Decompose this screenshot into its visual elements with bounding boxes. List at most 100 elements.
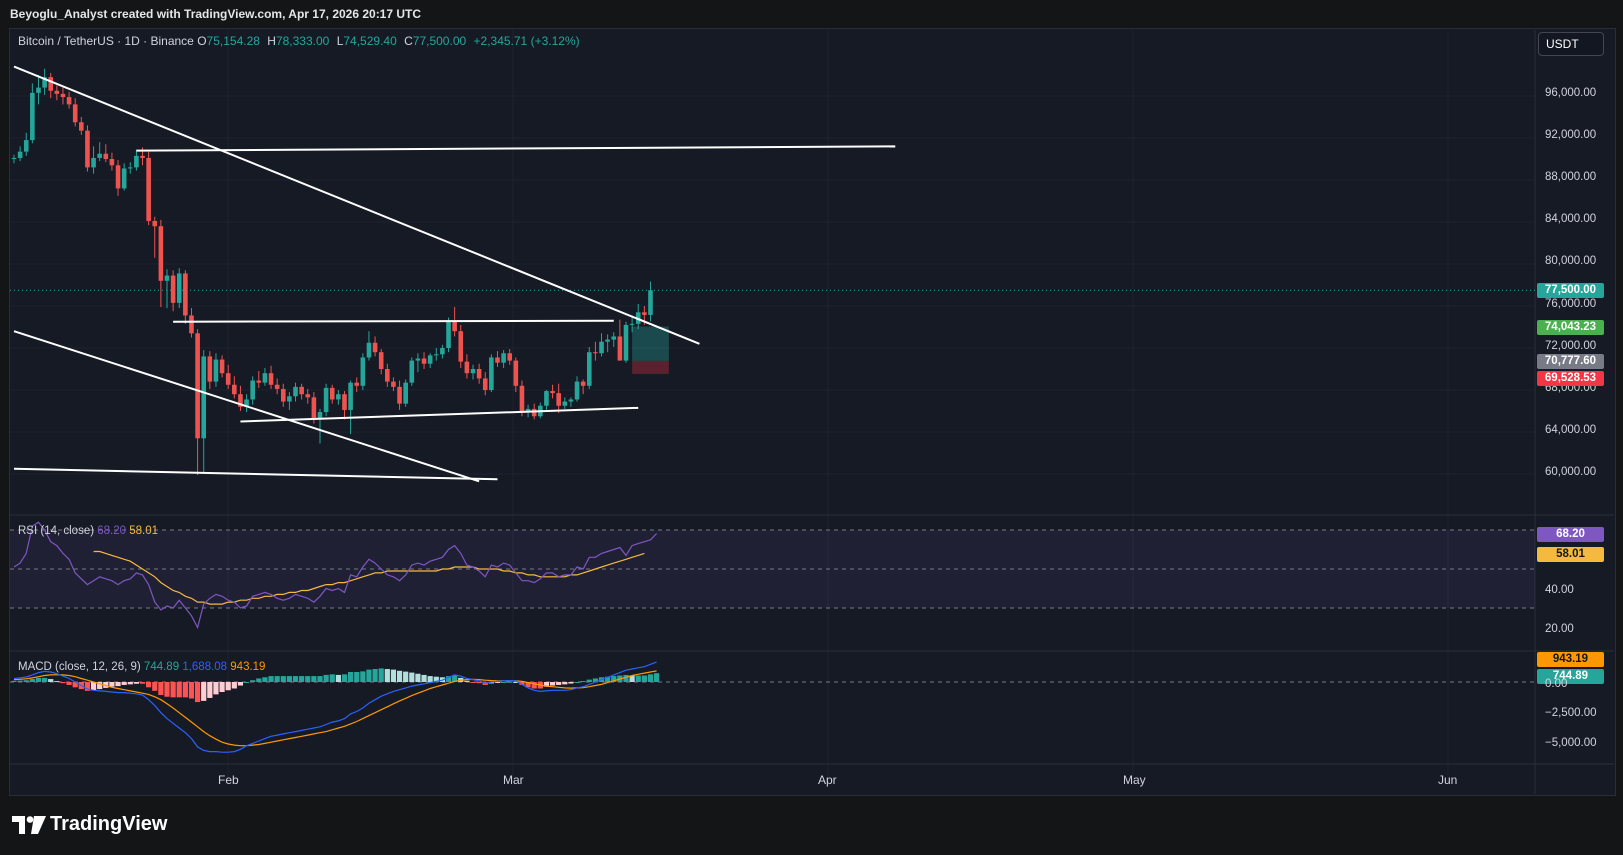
candle-body (268, 373, 274, 385)
candle-body (79, 122, 84, 131)
tradingview-logo-icon (12, 815, 46, 834)
macd-hist-tag: 744.89 (1537, 669, 1604, 684)
macd-histogram-bar (586, 679, 592, 682)
candle-body (158, 226, 164, 281)
macd-histogram-bar (415, 673, 421, 682)
macd-histogram-bar (225, 682, 231, 691)
macd-histogram-bar (348, 671, 354, 682)
macd-histogram-bar (445, 676, 452, 682)
candle-body (470, 369, 476, 374)
macd-histogram-bar (219, 682, 225, 693)
macd-histogram-bar (268, 676, 274, 682)
macd-histogram-bar (494, 682, 501, 683)
candle-body (146, 157, 151, 221)
candle-body (30, 92, 35, 141)
candle-body (189, 315, 194, 334)
macd-histogram-bar (366, 669, 372, 682)
candle-body (629, 323, 635, 325)
macd-histogram-bar (629, 675, 635, 682)
macd-histogram-bar (195, 682, 201, 703)
candle-body (611, 336, 617, 340)
macd-histogram-bar (641, 675, 647, 682)
macd-histogram-bar (72, 682, 78, 688)
macd-histogram-bar (311, 676, 317, 682)
symbol-label[interactable]: Bitcoin / TetherUS · 1D · Binance (18, 34, 194, 48)
candle-body (317, 412, 323, 420)
low-key: L (336, 34, 344, 48)
candle-body (127, 167, 133, 169)
macd-histogram-bar (152, 682, 158, 691)
candle-body (599, 341, 604, 354)
macd-histogram-bar (396, 670, 403, 682)
macd-histogram-bar (121, 682, 127, 685)
candle-body (72, 104, 78, 123)
candle-body (115, 165, 121, 189)
candle-body (421, 358, 427, 364)
macd-histogram-bar (97, 682, 103, 690)
macd-histogram-bar (390, 669, 397, 682)
candle-body (501, 353, 506, 363)
candle-body (176, 273, 182, 303)
macd-histogram-bar (188, 682, 195, 699)
macd-histogram-bar (48, 679, 54, 682)
candle-body (323, 387, 329, 413)
macd-histogram-bar (109, 682, 115, 687)
open-key: O (197, 34, 207, 48)
macd-histogram-bar (60, 682, 66, 684)
candle-body (121, 168, 127, 189)
macd-histogram-bar (262, 677, 268, 682)
macd-histogram-bar (23, 680, 29, 682)
rsi-value-tag: 68.20 (1537, 527, 1604, 542)
candle-body (397, 386, 402, 404)
candle-body (648, 290, 653, 315)
candle-body (568, 399, 574, 402)
trendline (13, 330, 480, 483)
macd-axis-label: 0.00 (1545, 678, 1568, 690)
candle-body (642, 312, 647, 315)
macd-legend[interactable]: MACD (close, 12, 26, 9) 744.89 1,688.08 … (18, 661, 265, 673)
brand-name: TradingView (50, 813, 168, 835)
candle-body (213, 359, 219, 382)
macd-axis-label: −2,500.00 (1545, 707, 1597, 719)
macd-label: MACD (close, 12, 26, 9) (18, 661, 141, 673)
date-label: May (1123, 773, 1146, 787)
candle-body (489, 357, 494, 390)
macd-histogram-bar (329, 674, 335, 682)
tradingview-brand[interactable]: TradingView (12, 813, 167, 836)
macd-signal-line (13, 670, 657, 747)
macd-histogram-bar (654, 673, 660, 682)
zone-bottom-tag: 69,528.53 (1537, 371, 1604, 386)
macd-histogram-bar (592, 678, 598, 682)
candle-body (60, 93, 66, 98)
zone-top-tag: 74,043.23 (1537, 320, 1604, 335)
macd-histogram-bar (256, 678, 262, 682)
macd-histogram-bar (605, 676, 611, 682)
candle-body (109, 159, 115, 166)
macd-histogram-bar (243, 682, 250, 683)
macd-histogram-bar (507, 681, 513, 683)
rsi-legend[interactable]: RSI (14, close) 68.20 58.01 (18, 525, 158, 537)
macd-histogram-bar (90, 682, 97, 691)
macd-histogram-bar (476, 682, 482, 684)
close-value: 77,500.00 (412, 34, 467, 48)
candle-body (85, 130, 90, 168)
candle-body (354, 382, 360, 386)
macd-histogram-bar (292, 676, 299, 682)
candle-body (403, 382, 408, 404)
macd-histogram-bar (341, 674, 348, 682)
macd-line-value: 1,688.08 (182, 661, 228, 673)
macd-histogram-bar (568, 682, 574, 684)
macd-histogram-bar (29, 679, 35, 682)
price-axis-label: 84,000.00 (1545, 213, 1597, 225)
currency-selector[interactable]: USDT (1538, 32, 1604, 56)
macd-histogram-bar (513, 682, 519, 683)
candle-body (293, 386, 298, 397)
candle-body (244, 399, 249, 407)
candle-body (440, 348, 445, 355)
price-axis-label: 64,000.00 (1545, 424, 1597, 436)
macd-histogram-bar (182, 682, 188, 698)
last-price-tag: 77,500.00 (1537, 283, 1604, 298)
macd-histogram-bar (201, 682, 207, 701)
candle-body (17, 151, 23, 158)
